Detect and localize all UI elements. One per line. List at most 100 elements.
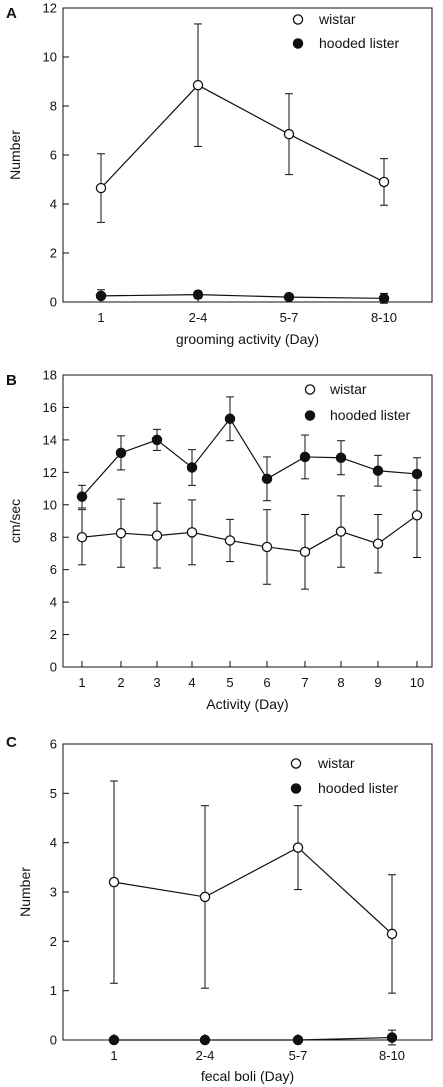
x-axis-label: fecal boli (Day) <box>201 1068 294 1084</box>
data-point <box>372 465 384 476</box>
x-tick-label: 3 <box>153 675 160 690</box>
y-tick-label: 4 <box>50 835 57 850</box>
series-wistar <box>108 780 398 994</box>
x-tick-label: 1 <box>97 310 104 325</box>
x-tick-label: 8-10 <box>371 310 397 325</box>
legend-label: hooded lister <box>318 780 399 796</box>
y-tick-label: 4 <box>50 197 57 212</box>
data-point <box>335 526 347 537</box>
y-tick-label: 5 <box>50 786 57 801</box>
y-tick-label: 6 <box>50 148 57 163</box>
data-point <box>115 447 127 459</box>
series-hooded-lister <box>95 289 390 304</box>
data-point <box>192 289 204 300</box>
plot-frame <box>62 7 433 303</box>
data-point <box>386 1032 398 1043</box>
series-wistar <box>76 472 423 590</box>
data-point <box>76 491 88 502</box>
legend-marker <box>292 38 304 49</box>
y-tick-label: 0 <box>50 295 57 310</box>
legend-marker <box>290 783 302 794</box>
y-tick-label: 2 <box>50 246 57 261</box>
data-point <box>224 535 236 546</box>
data-point <box>372 538 384 549</box>
panel-letter: B <box>6 372 17 389</box>
x-axis-label: grooming activity (Day) <box>176 331 319 347</box>
data-point <box>151 530 163 541</box>
data-point <box>199 891 211 903</box>
x-tick-label: 8-10 <box>379 1048 405 1063</box>
legend-marker <box>290 758 302 769</box>
series-line <box>100 294 385 299</box>
y-tick-label: 6 <box>50 737 57 752</box>
data-point <box>378 176 390 188</box>
chart-panel-c: C 0 1 2 3 4 5 6 1 2-4 5-7 8-10 fecal boli (Day) Numbe… <box>6 734 433 1084</box>
series-line <box>100 84 385 189</box>
legend-label: wistar <box>318 11 356 27</box>
y-tick-label: 8 <box>50 99 57 114</box>
x-tick-label: 8 <box>337 675 344 690</box>
x-tick-label: 7 <box>301 675 308 690</box>
data-point <box>292 842 304 853</box>
data-point <box>108 1034 120 1046</box>
data-point <box>335 452 347 463</box>
data-point <box>411 468 423 480</box>
x-tick-label: 4 <box>188 675 195 690</box>
data-point <box>224 413 236 425</box>
data-point <box>199 1034 211 1046</box>
y-tick-label: 4 <box>50 595 57 610</box>
x-tick-label: 10 <box>410 675 424 690</box>
panel-letter: C <box>6 734 17 751</box>
y-tick-label: 16 <box>43 400 57 415</box>
y-tick-label: 6 <box>50 562 57 577</box>
data-point <box>95 182 107 194</box>
series-line <box>81 514 418 553</box>
y-tick-label: 10 <box>43 497 57 512</box>
plot-frame <box>62 374 433 668</box>
data-point <box>299 546 311 558</box>
legend-label: hooded lister <box>330 407 411 423</box>
x-tick-label: 2 <box>117 675 124 690</box>
y-tick-label: 3 <box>50 885 57 900</box>
x-tick-label: 6 <box>263 675 270 690</box>
data-point <box>76 531 88 543</box>
data-point <box>292 1034 304 1046</box>
data-point <box>108 876 120 888</box>
series-wistar <box>95 23 390 223</box>
data-point <box>283 128 295 140</box>
x-tick-label: 2-4 <box>196 1048 215 1063</box>
data-point <box>95 290 107 302</box>
y-tick-label: 0 <box>50 660 57 675</box>
y-tick-label: 18 <box>43 368 57 383</box>
data-point <box>115 527 127 539</box>
series-line <box>81 417 418 498</box>
y-tick-label: 2 <box>50 627 57 642</box>
x-tick-label: 1 <box>78 675 85 690</box>
data-point <box>261 541 273 553</box>
y-axis-label: Number <box>17 867 33 917</box>
x-axis-label: Activity (Day) <box>206 696 288 712</box>
series-hooded-lister <box>108 1029 398 1046</box>
x-tick-label: 2-4 <box>189 310 208 325</box>
data-point <box>186 462 198 473</box>
y-tick-label: 2 <box>50 934 57 949</box>
legend-label: hooded lister <box>319 35 400 51</box>
panel-letter: A <box>6 5 17 22</box>
series-hooded-lister <box>76 396 423 509</box>
legend-marker <box>304 384 316 395</box>
y-tick-label: 12 <box>43 1 57 16</box>
legend-label: wistar <box>317 755 355 771</box>
y-tick-label: 0 <box>50 1033 57 1048</box>
chart-panel-a: A 0 2 4 6 8 10 12 1 2-4 5-7 8-10 grooming activity (… <box>6 1 433 347</box>
x-tick-label: 5-7 <box>280 310 299 325</box>
series-line <box>113 846 393 935</box>
legend-marker <box>304 410 316 421</box>
data-point <box>378 293 390 304</box>
data-point <box>386 928 398 940</box>
data-point <box>186 527 198 538</box>
legend-label: wistar <box>329 381 367 397</box>
y-tick-label: 8 <box>50 530 57 545</box>
y-tick-label: 10 <box>43 50 57 65</box>
y-tick-label: 1 <box>50 983 57 998</box>
y-axis-label: cm/sec <box>7 499 23 543</box>
